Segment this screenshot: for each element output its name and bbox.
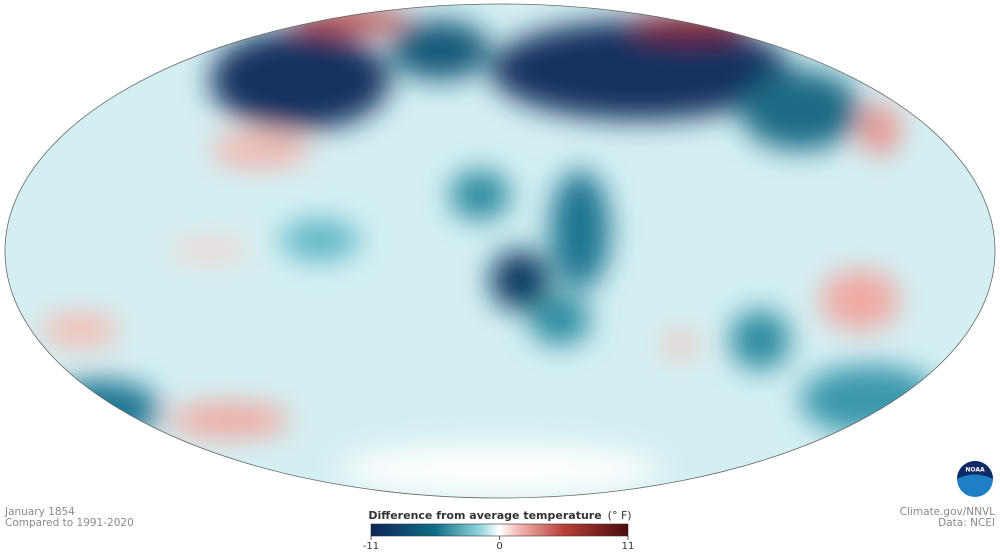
source: Climate.gov/NNVL	[900, 506, 995, 518]
globe-outline	[4, 3, 996, 499]
date: January 1854	[4, 506, 75, 518]
colorbar	[370, 523, 629, 537]
baseline: Compared to 1991-2020	[5, 517, 134, 529]
temperature-field	[5, 4, 995, 498]
data-credit: Data: NCEI	[938, 517, 995, 529]
colorbar-unit: (° F)	[608, 509, 632, 522]
logo-text: NOAA	[965, 467, 985, 474]
colorbar-tick-label: 0	[496, 541, 502, 552]
colorbar-tick-label: 11	[622, 541, 635, 552]
colorbar-tick-label: -11	[363, 541, 379, 552]
colorbar-title-text: Difference from average temperature	[368, 509, 601, 522]
noaa-logo: NOAA	[957, 461, 993, 497]
colorbar-title: Difference from average temperature (° F)	[368, 509, 631, 522]
